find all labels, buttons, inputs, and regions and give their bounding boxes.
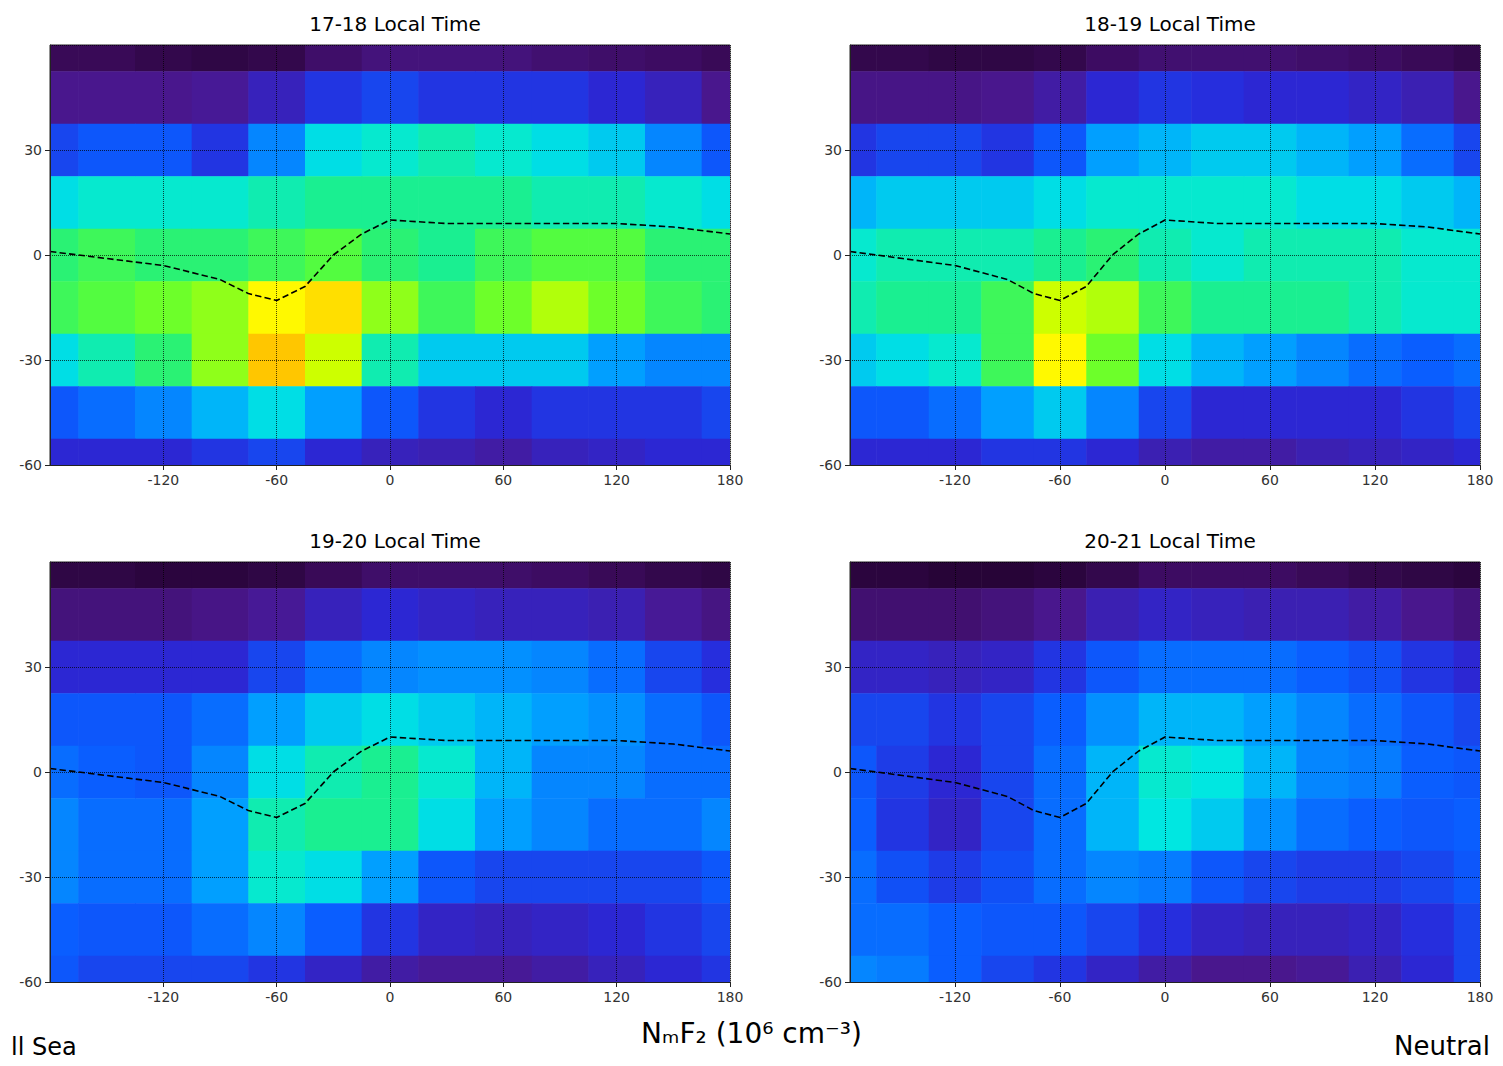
svg-text:180: 180 <box>717 989 744 1005</box>
svg-text:-30: -30 <box>819 869 842 885</box>
svg-text:120: 120 <box>1362 989 1389 1005</box>
svg-text:-60: -60 <box>819 974 842 990</box>
svg-text:Neutral: Neutral <box>1394 1031 1490 1061</box>
svg-text:ll Sea: ll Sea <box>11 1033 77 1061</box>
svg-text:120: 120 <box>603 989 630 1005</box>
svg-text:180: 180 <box>1467 472 1494 488</box>
svg-text:-60: -60 <box>265 989 288 1005</box>
svg-text:60: 60 <box>1261 989 1279 1005</box>
svg-text:19-20 Local Time: 19-20 Local Time <box>309 529 481 553</box>
svg-text:-60: -60 <box>1049 989 1072 1005</box>
svg-text:0: 0 <box>386 989 395 1005</box>
svg-text:0: 0 <box>1161 989 1170 1005</box>
svg-text:-60: -60 <box>19 974 42 990</box>
svg-text:30: 30 <box>24 659 42 675</box>
svg-text:-30: -30 <box>19 352 42 368</box>
svg-text:60: 60 <box>494 472 512 488</box>
svg-text:-120: -120 <box>939 472 971 488</box>
svg-text:30: 30 <box>824 142 842 158</box>
svg-text:30: 30 <box>24 142 42 158</box>
svg-text:18-19 Local Time: 18-19 Local Time <box>1084 12 1256 36</box>
svg-text:30: 30 <box>824 659 842 675</box>
svg-text:17-18 Local Time: 17-18 Local Time <box>309 12 481 36</box>
svg-text:120: 120 <box>603 472 630 488</box>
svg-text:-60: -60 <box>19 457 42 473</box>
svg-text:60: 60 <box>494 989 512 1005</box>
svg-text:-30: -30 <box>819 352 842 368</box>
svg-text:NₘF₂ (10⁶ cm⁻³): NₘF₂ (10⁶ cm⁻³) <box>641 1017 862 1050</box>
svg-text:0: 0 <box>833 764 842 780</box>
svg-text:120: 120 <box>1362 472 1389 488</box>
svg-text:-120: -120 <box>939 989 971 1005</box>
svg-text:0: 0 <box>386 472 395 488</box>
svg-text:0: 0 <box>33 764 42 780</box>
svg-text:180: 180 <box>1467 989 1494 1005</box>
svg-text:-120: -120 <box>147 472 179 488</box>
svg-text:-60: -60 <box>819 457 842 473</box>
svg-text:-60: -60 <box>1049 472 1072 488</box>
svg-text:0: 0 <box>33 247 42 263</box>
svg-text:20-21 Local Time: 20-21 Local Time <box>1084 529 1256 553</box>
svg-text:180: 180 <box>717 472 744 488</box>
svg-text:-120: -120 <box>147 989 179 1005</box>
svg-text:0: 0 <box>833 247 842 263</box>
svg-text:-60: -60 <box>265 472 288 488</box>
svg-text:0: 0 <box>1161 472 1170 488</box>
svg-text:60: 60 <box>1261 472 1279 488</box>
svg-text:-30: -30 <box>19 869 42 885</box>
